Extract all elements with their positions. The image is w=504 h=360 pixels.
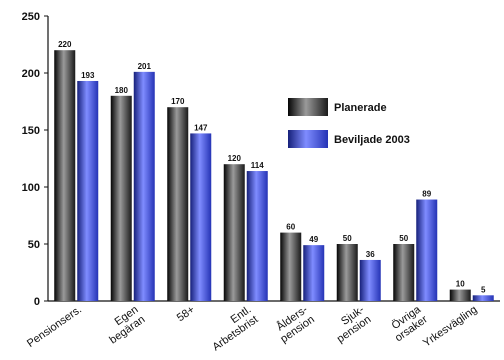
bar-value-label: 120 — [228, 154, 242, 163]
bar-value-label: 180 — [115, 86, 129, 95]
bar-value-label: 50 — [343, 234, 352, 243]
y-tick-label: 100 — [22, 182, 40, 194]
bars — [54, 50, 494, 302]
bar — [167, 107, 189, 301]
value-labels: 220 193 180 201 170 147 120 114 60 49 50 36 50 89 10 5 — [58, 40, 486, 294]
category-label: Ålders-pension — [274, 303, 317, 346]
bar — [393, 244, 415, 301]
bar — [416, 199, 438, 301]
bar — [133, 71, 155, 301]
bar — [77, 80, 99, 301]
y-tick-label: 150 — [22, 125, 40, 137]
legend-swatch — [288, 98, 328, 116]
legend: Planerade Beviljade 2003 — [288, 98, 410, 148]
bar-value-label: 50 — [399, 234, 408, 243]
bar-value-label: 114 — [251, 161, 264, 170]
bar — [449, 289, 471, 301]
category-label: Yrkesvägling — [421, 304, 479, 350]
legend-label: Beviljade 2003 — [334, 134, 410, 146]
bar — [336, 244, 358, 301]
y-tick-label: 250 — [22, 11, 40, 23]
bar — [54, 50, 76, 302]
bar — [190, 133, 212, 301]
bar — [280, 232, 302, 301]
y-tick-label: 0 — [34, 296, 40, 308]
bar-value-label: 89 — [422, 190, 431, 199]
bar-value-label: 36 — [366, 250, 375, 259]
category-label-line: Yrkesvägling — [421, 304, 479, 350]
bar-value-label: 170 — [171, 97, 185, 106]
bar — [223, 164, 245, 301]
category-label: 58+ — [175, 304, 197, 325]
bar-value-label: 60 — [286, 223, 295, 232]
bar-value-label: 201 — [138, 62, 152, 71]
bar-value-label: 147 — [194, 123, 208, 132]
bar — [246, 171, 268, 301]
bar-value-label: 193 — [81, 71, 95, 80]
bar-value-label: 5 — [481, 285, 486, 294]
bar-value-label: 220 — [58, 40, 72, 49]
category-label: Sjuk-pension — [335, 303, 373, 345]
bar — [359, 259, 381, 301]
legend-label: Planerade — [334, 102, 387, 114]
bar-value-label: 49 — [309, 235, 318, 244]
category-label-line: 58+ — [175, 304, 197, 325]
bar — [303, 245, 325, 301]
bar — [110, 95, 132, 301]
y-tick-label: 50 — [28, 239, 40, 251]
bar-value-label: 10 — [456, 280, 465, 289]
category-label-line: Pensionsers. — [25, 304, 84, 350]
category-label: Pensionsers. — [25, 304, 84, 350]
category-label: Entl.Arbetsbrist — [210, 304, 260, 354]
y-tick-label: 200 — [22, 68, 40, 80]
legend-swatch — [288, 130, 328, 148]
bar — [472, 295, 494, 301]
